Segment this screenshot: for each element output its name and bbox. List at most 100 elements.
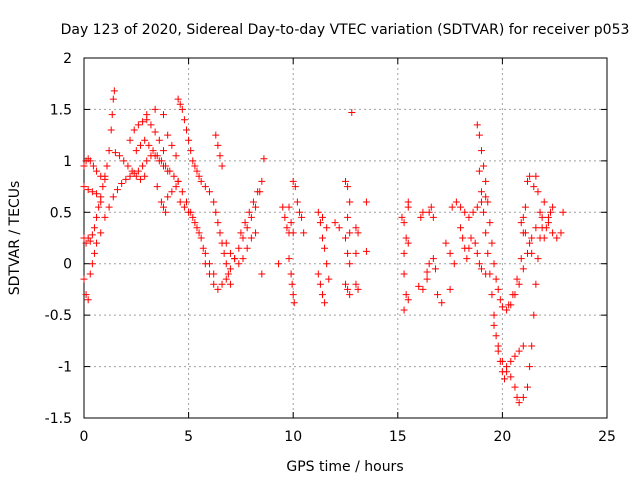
data-point — [530, 183, 538, 191]
data-point — [147, 121, 155, 129]
data-point — [174, 95, 182, 103]
data-point — [400, 306, 408, 314]
data-point — [318, 213, 326, 221]
data-point — [222, 260, 230, 268]
data-point — [239, 234, 247, 242]
data-point — [191, 162, 199, 170]
data-point — [488, 239, 496, 247]
data-point — [290, 299, 298, 307]
data-point — [110, 87, 118, 95]
data-point — [113, 186, 121, 194]
data-point — [515, 280, 523, 288]
data-point — [427, 203, 435, 211]
data-point — [89, 162, 97, 170]
data-point — [465, 213, 473, 221]
data-point — [482, 177, 490, 185]
y-tick-label: -1.5 — [45, 411, 72, 427]
data-point — [132, 172, 140, 180]
data-point — [490, 260, 498, 268]
data-point — [109, 95, 117, 103]
data-point — [247, 234, 255, 242]
data-point — [494, 285, 502, 293]
x-tick-label: 10 — [284, 429, 302, 445]
data-point — [549, 203, 557, 211]
data-point — [362, 198, 370, 206]
data-point — [80, 162, 88, 170]
data-point — [134, 121, 142, 129]
data-point — [99, 183, 107, 191]
data-point — [279, 203, 287, 211]
data-point — [90, 249, 98, 257]
data-point — [101, 172, 109, 180]
data-point — [446, 249, 454, 257]
data-point — [467, 234, 475, 242]
data-point — [323, 260, 331, 268]
data-point — [93, 167, 101, 175]
data-point — [507, 357, 515, 365]
data-point — [222, 275, 230, 283]
data-point — [206, 260, 214, 268]
data-point — [187, 147, 195, 155]
data-point — [526, 239, 534, 247]
data-point — [239, 255, 247, 263]
data-point — [218, 162, 226, 170]
data-point — [463, 255, 471, 263]
data-point — [249, 198, 257, 206]
data-point — [210, 270, 218, 278]
data-point — [82, 291, 90, 299]
data-point — [352, 224, 360, 232]
x-tick-label: 5 — [184, 429, 193, 445]
data-point — [477, 265, 485, 273]
data-point — [342, 234, 349, 242]
data-point — [477, 147, 485, 155]
data-point — [105, 147, 113, 155]
data-point — [143, 157, 151, 165]
data-point — [178, 188, 186, 196]
data-point — [415, 282, 423, 290]
y-tick-label: 1.5 — [50, 102, 72, 118]
data-point — [201, 183, 209, 191]
data-point — [185, 136, 193, 144]
data-point — [477, 198, 485, 206]
data-point — [344, 249, 352, 257]
data-point — [318, 234, 326, 242]
data-point — [130, 126, 138, 134]
data-point — [183, 198, 191, 206]
data-point — [321, 299, 329, 307]
data-point — [116, 152, 124, 160]
y-tick-label: 0 — [63, 257, 72, 273]
data-point — [289, 229, 297, 237]
data-point — [475, 167, 483, 175]
data-point — [323, 224, 331, 232]
data-point — [473, 203, 481, 211]
axis-ticks: 0 5 10 15 20 25 -1.5 -1 -0.5 0 0.5 1 1.5 2 — [45, 51, 616, 445]
data-point — [86, 237, 94, 245]
data-point — [222, 239, 230, 247]
y-tick-label: -1 — [58, 360, 72, 376]
data-point — [480, 208, 488, 216]
data-point — [446, 285, 454, 293]
data-point — [212, 131, 220, 139]
data-point — [484, 249, 492, 257]
data-point — [431, 265, 439, 273]
data-point — [164, 193, 172, 201]
data-point — [145, 141, 153, 149]
data-point — [515, 399, 523, 407]
data-point — [484, 198, 492, 206]
data-point — [473, 249, 481, 257]
data-point — [475, 131, 483, 139]
data-point — [291, 183, 299, 191]
data-point — [461, 208, 469, 216]
data-point — [283, 224, 291, 232]
data-point — [231, 255, 239, 263]
data-point — [321, 244, 329, 252]
data-point — [534, 255, 542, 263]
data-point — [214, 219, 222, 227]
data-point — [519, 393, 527, 401]
data-point — [526, 172, 534, 180]
data-point — [132, 147, 140, 155]
grid — [84, 58, 607, 418]
data-point — [486, 219, 494, 227]
data-point — [400, 270, 408, 278]
